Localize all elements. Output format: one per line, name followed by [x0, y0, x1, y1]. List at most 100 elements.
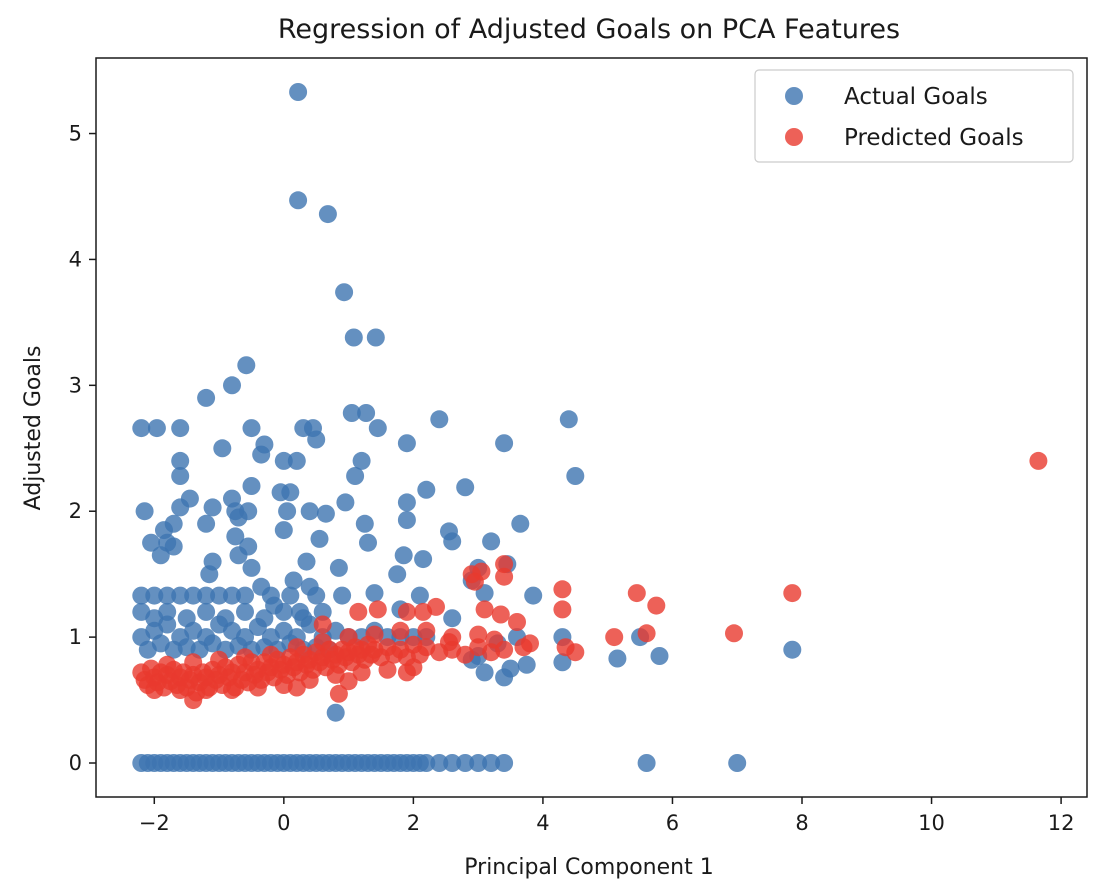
data-point	[284, 571, 303, 590]
data-point	[291, 602, 309, 621]
data-point	[397, 602, 416, 621]
data-point	[608, 649, 627, 668]
data-point	[151, 546, 170, 565]
data-point	[637, 754, 656, 772]
legend-box	[754, 69, 1074, 163]
chart-title: Regression of Adjusted Goals on PCA Feat…	[278, 14, 900, 45]
data-point	[1029, 451, 1048, 470]
data-point	[255, 609, 274, 628]
data-point	[495, 567, 514, 586]
data-point	[482, 532, 501, 551]
data-point	[265, 596, 284, 615]
data-point	[417, 480, 436, 499]
data-point	[142, 533, 161, 552]
data-point	[783, 584, 802, 603]
data-point	[410, 586, 429, 605]
data-point	[443, 532, 462, 551]
data-point	[274, 451, 293, 470]
y-tick-label: 0	[69, 751, 82, 775]
data-point	[200, 565, 219, 584]
data-point	[229, 546, 248, 565]
data-point	[223, 376, 241, 395]
data-point	[627, 584, 646, 603]
data-point	[223, 681, 241, 699]
y-tick-label: 5	[69, 122, 82, 146]
points-layer	[132, 83, 1048, 772]
data-point	[248, 678, 267, 697]
data-point	[316, 504, 335, 523]
data-point	[495, 754, 514, 772]
data-point	[397, 663, 416, 682]
data-point	[213, 439, 232, 458]
data-point	[261, 645, 280, 664]
data-point	[344, 328, 363, 347]
data-point	[414, 602, 433, 621]
data-point	[397, 493, 416, 512]
data-point	[388, 565, 407, 584]
data-point	[783, 640, 802, 659]
data-point	[566, 643, 585, 662]
data-point	[637, 624, 656, 643]
data-point	[397, 434, 416, 453]
data-point	[184, 653, 203, 672]
x-tick-label: 12	[1048, 811, 1075, 835]
data-point	[236, 648, 254, 667]
data-point	[158, 655, 177, 674]
data-point	[469, 754, 488, 772]
legend-label-actual-goals: Actual Goals	[844, 84, 988, 110]
data-point	[725, 624, 743, 643]
data-point	[357, 404, 376, 422]
data-point	[147, 419, 166, 438]
data-point	[307, 430, 326, 449]
data-point	[368, 419, 387, 438]
data-point	[378, 660, 397, 679]
data-point	[495, 434, 514, 453]
y-tick-label: 2	[69, 499, 82, 523]
y-tick-label: 3	[69, 373, 82, 397]
data-point	[313, 633, 332, 652]
y-axis-ticks: 0 1 2 3 4 5	[69, 122, 96, 775]
plot-frame	[95, 57, 1088, 798]
data-point	[650, 647, 669, 665]
data-point	[326, 703, 345, 722]
data-point	[197, 602, 216, 621]
data-point	[366, 328, 385, 347]
data-point	[203, 498, 222, 517]
data-point	[397, 511, 416, 529]
data-point	[443, 609, 462, 628]
data-point	[177, 609, 196, 628]
data-point	[252, 445, 271, 464]
data-point	[281, 586, 300, 605]
data-point	[566, 467, 585, 485]
data-point	[349, 602, 368, 621]
data-point	[242, 477, 261, 495]
data-point	[197, 586, 216, 605]
data-point	[339, 628, 358, 647]
data-point	[252, 577, 271, 596]
data-point	[365, 625, 384, 644]
data-point	[171, 451, 190, 470]
data-point	[485, 630, 504, 649]
data-point	[440, 633, 458, 652]
data-point	[501, 659, 520, 678]
data-point	[300, 577, 319, 596]
data-point	[158, 586, 177, 605]
data-point	[365, 584, 384, 603]
data-point	[278, 502, 297, 521]
data-point	[164, 537, 183, 556]
x-axis-label: Principal Component 1	[464, 855, 713, 880]
data-point	[475, 600, 494, 619]
y-tick-label: 1	[69, 625, 82, 649]
data-point	[368, 600, 387, 619]
data-point	[171, 498, 190, 517]
data-point	[318, 205, 337, 224]
data-point	[517, 655, 536, 674]
data-point	[297, 552, 316, 571]
data-point	[336, 493, 355, 512]
data-point	[242, 558, 261, 577]
data-point	[223, 586, 241, 605]
data-point	[553, 600, 572, 619]
data-point	[313, 602, 332, 621]
data-point	[236, 586, 254, 605]
data-point	[335, 283, 354, 302]
